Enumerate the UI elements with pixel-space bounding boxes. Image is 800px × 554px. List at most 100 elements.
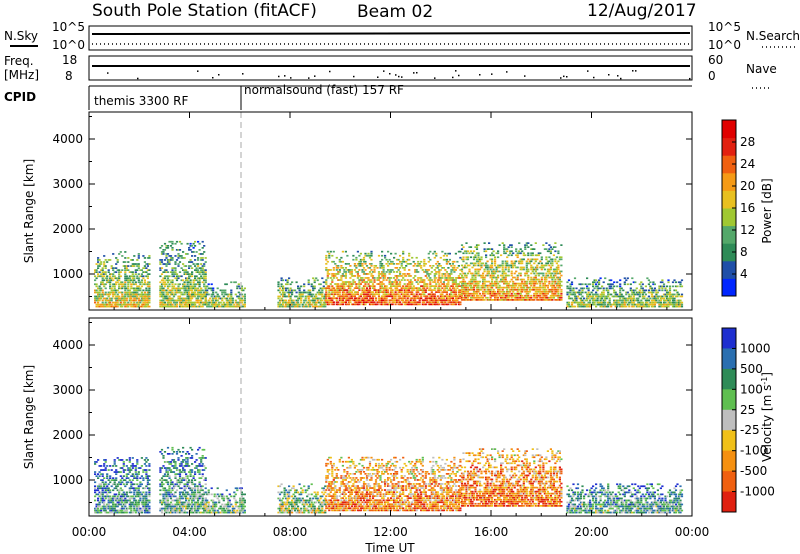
echo-cell: [650, 291, 653, 294]
echo-cell: [163, 275, 167, 278]
echo-cell: [278, 303, 282, 306]
echo-cell: [340, 279, 343, 281]
echo-cell: [436, 289, 439, 291]
echo-cell: [569, 305, 572, 308]
echo-cell: [110, 501, 113, 504]
echo-cell: [106, 303, 109, 306]
echo-cell: [399, 303, 402, 306]
echo-cell: [338, 299, 341, 302]
echo-cell: [106, 493, 109, 496]
echo-cell: [128, 471, 131, 473]
echo-cell: [159, 299, 162, 302]
echo-cell: [100, 499, 103, 502]
echo-cell: [426, 269, 429, 271]
echo-cell: [359, 265, 362, 267]
echo-cell: [169, 281, 173, 284]
echo-cell: [222, 289, 225, 292]
echo-cell: [474, 274, 477, 277]
echo-cell: [602, 299, 605, 302]
echo-cell: [100, 483, 103, 486]
echo-cell: [358, 287, 361, 289]
echo-cell: [200, 271, 203, 273]
echo-cell: [442, 289, 445, 291]
echo-cell: [313, 297, 316, 300]
echo-cell: [445, 271, 448, 273]
echo-cell: [426, 271, 429, 273]
echo-cell: [328, 256, 331, 259]
echo-cell: [109, 275, 112, 278]
echo-cell: [480, 264, 483, 267]
echo-cell: [534, 260, 537, 263]
echo-cell: [677, 281, 681, 284]
echo-cell: [421, 303, 424, 306]
echo-cell: [171, 291, 174, 294]
echo-cell: [98, 503, 101, 506]
echo-cell: [536, 299, 539, 301]
echo-cell: [331, 293, 334, 296]
echo-cell: [430, 291, 433, 293]
echo-cell: [454, 297, 457, 300]
echo-cell: [180, 255, 183, 257]
echo-cell: [402, 267, 405, 269]
echo-cell: [515, 284, 518, 287]
echo-cell: [340, 277, 343, 279]
echo-cell: [444, 252, 447, 255]
echo-cell: [198, 289, 201, 292]
echo-cell: [371, 277, 375, 279]
echo-cell: [362, 293, 366, 296]
echo-cell: [616, 299, 619, 302]
echo-cell: [554, 242, 557, 244]
echo-cell: [175, 299, 179, 302]
echo-cell: [494, 256, 497, 259]
echo-cell: [134, 469, 137, 471]
echo-cell: [365, 295, 369, 298]
echo-cell: [426, 273, 429, 275]
echo-cell: [423, 283, 426, 285]
echo-cell: [448, 275, 451, 277]
echo-cell: [148, 255, 151, 257]
echo-cell: [133, 503, 136, 506]
echo-cell: [477, 286, 480, 289]
echo-cell: [453, 293, 456, 296]
echo-cell: [325, 293, 328, 296]
echo-cell: [503, 292, 506, 295]
echo-cell: [629, 283, 632, 286]
echo-cell: [125, 501, 128, 504]
echo-cell: [185, 287, 188, 290]
echo-cell: [583, 297, 586, 300]
echo-cell: [198, 273, 201, 275]
echo-cell: [191, 289, 194, 292]
echo-cell: [362, 291, 366, 293]
echo-cell: [474, 270, 477, 273]
echo-cell: [393, 285, 396, 287]
echo-cell: [194, 305, 197, 308]
echo-cell: [584, 283, 587, 286]
echo-cell: [227, 303, 230, 306]
echo-cell: [370, 303, 373, 306]
echo-cell: [494, 258, 497, 261]
echo-cell: [286, 281, 289, 284]
echo-cell: [177, 289, 180, 292]
echo-cell: [498, 284, 501, 287]
echo-cell: [396, 285, 399, 287]
echo-cell: [414, 271, 417, 273]
echo-cell: [463, 290, 467, 293]
echo-cell: [227, 299, 230, 302]
echo-cell: [143, 459, 146, 461]
echo-cell: [509, 290, 512, 293]
echo-cell: [644, 289, 647, 292]
echo-cell: [119, 275, 122, 278]
echo-cell: [137, 285, 140, 288]
echo-cell: [548, 264, 551, 267]
echo-cell: [131, 287, 134, 290]
echo-cell: [98, 305, 101, 308]
echo-cell: [124, 267, 127, 269]
echo-cell: [119, 495, 122, 498]
echo-cell: [469, 292, 473, 295]
echo-cell: [343, 275, 346, 277]
echo-cell: [650, 293, 653, 296]
echo-cell: [168, 263, 171, 265]
echo-cell: [477, 290, 480, 293]
echo-cell: [95, 511, 98, 514]
echo-cell: [230, 291, 233, 294]
